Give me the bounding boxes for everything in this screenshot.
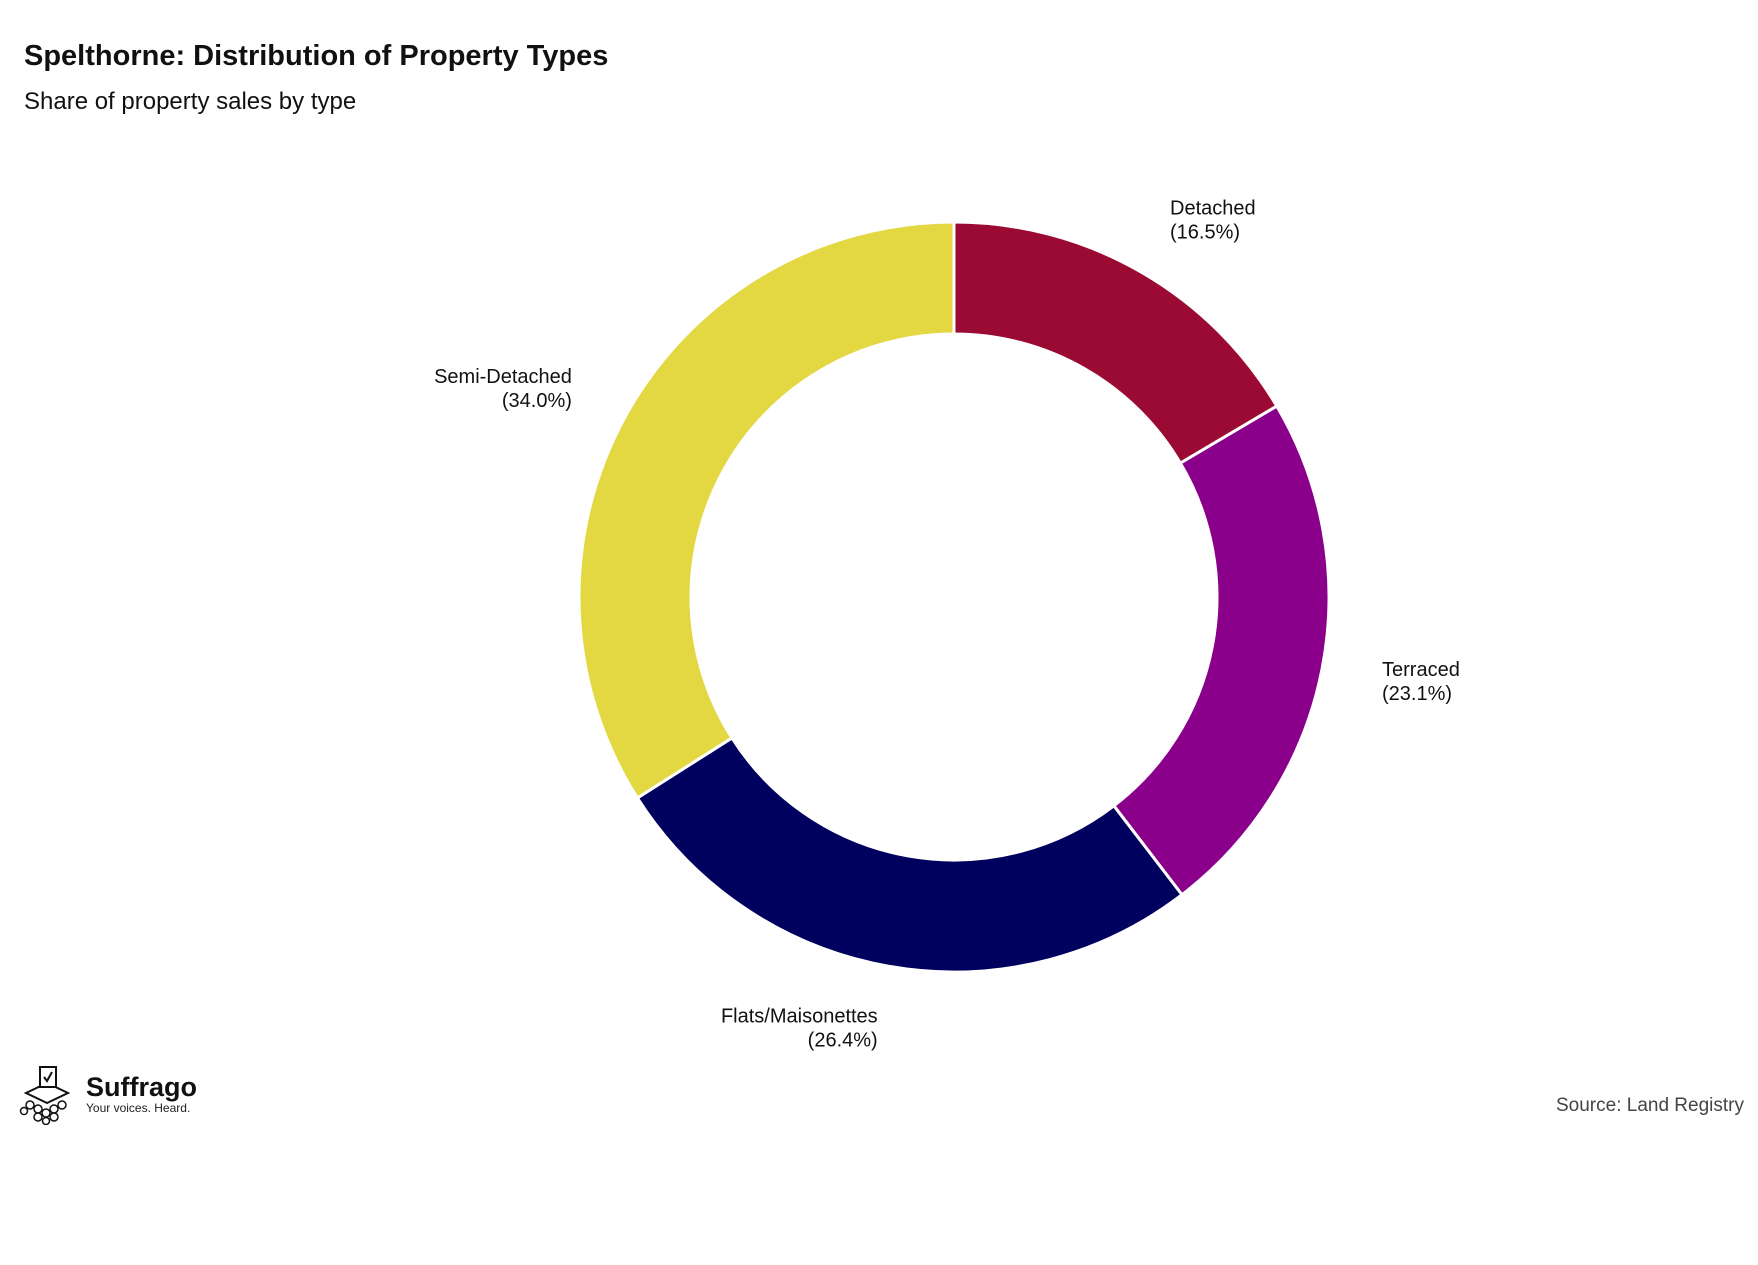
ballot-box-icon xyxy=(19,1066,71,1125)
donut-slice-terraced xyxy=(1111,404,1331,897)
slice-label-percent: (23.1%) xyxy=(1382,683,1452,705)
slice-label-percent: (34.0%) xyxy=(502,390,572,412)
logo-tagline: Your voices. Heard. xyxy=(86,1101,191,1115)
slice-label-category: Flats/Maisonettes xyxy=(721,1005,878,1027)
logo-name: Suffrago xyxy=(86,1072,197,1102)
source-note: Source: Land Registry xyxy=(1556,1095,1744,1116)
donut-slice-flats-maisonettes xyxy=(635,735,1185,974)
slice-label-category: Terraced xyxy=(1382,659,1460,681)
slice-label-category: Detached xyxy=(1170,197,1256,219)
suffrago-logo: Suffrago Your voices. Heard. xyxy=(16,1063,197,1125)
donut-slice-semi-detached xyxy=(577,220,956,801)
donut-slice-detached xyxy=(952,220,1279,466)
chart-title: Spelthorne: Distribution of Property Typ… xyxy=(24,40,609,72)
chart-subtitle: Share of property sales by type xyxy=(24,88,357,115)
slice-label-percent: (26.4%) xyxy=(808,1029,878,1051)
slice-label-percent: (16.5%) xyxy=(1170,221,1240,243)
slice-label-category: Semi-Detached xyxy=(434,366,572,388)
